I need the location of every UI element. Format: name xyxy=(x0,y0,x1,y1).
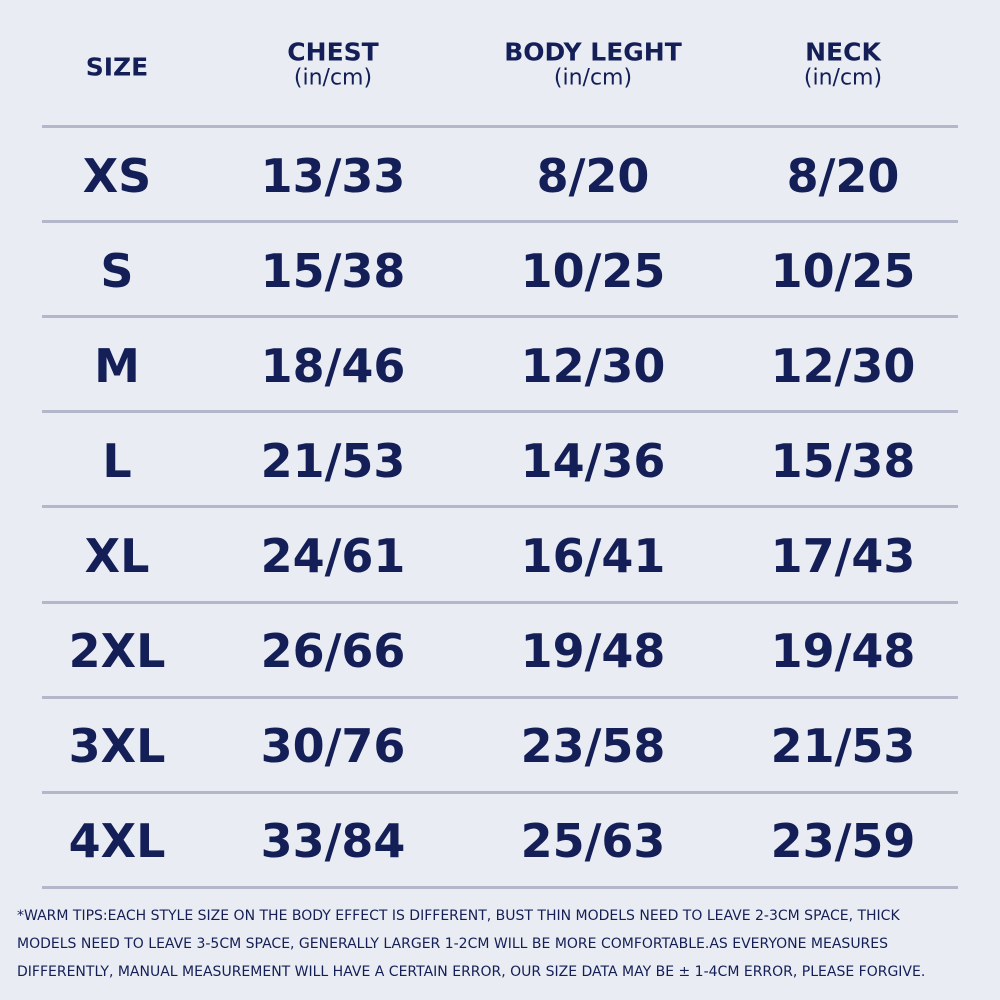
row-divider xyxy=(42,315,958,319)
column-title: SIZE xyxy=(85,52,149,82)
measurement: 21/53 xyxy=(260,433,406,488)
row-divider xyxy=(42,885,958,889)
measurement: 30/76 xyxy=(260,719,406,774)
size-label: XL xyxy=(84,528,150,583)
size-label: 4XL xyxy=(68,814,166,869)
measurement: 21/53 xyxy=(770,719,916,774)
column-unit: (in/cm) xyxy=(293,65,373,91)
measurement: 14/36 xyxy=(520,433,666,488)
measurement: 23/58 xyxy=(520,719,666,774)
measurement: 12/30 xyxy=(520,338,666,393)
measurement: 26/66 xyxy=(260,624,406,679)
size-label: L xyxy=(102,433,132,488)
column-unit: (in/cm) xyxy=(803,65,883,91)
measurement: 24/61 xyxy=(260,528,406,583)
column-title: BODY LEGHT xyxy=(504,37,682,67)
measurement: 25/63 xyxy=(520,814,666,869)
column-unit: (in/cm) xyxy=(553,65,633,91)
measurement: 15/38 xyxy=(770,433,916,488)
measurement: 13/33 xyxy=(260,148,406,203)
measurement: 8/20 xyxy=(536,148,650,203)
warm-tip: DIFFERENTLY, MANUAL MEASUREMENT WILL HAV… xyxy=(17,964,926,980)
size-label: 3XL xyxy=(68,719,166,774)
column-title: NECK xyxy=(805,37,881,67)
warm-tip: MODELS NEED TO LEAVE 3-5CM SPACE, GENERA… xyxy=(17,936,889,952)
warm-tip: *WARM TIPS:EACH STYLE SIZE ON THE BODY E… xyxy=(17,908,900,924)
size-label: XS xyxy=(82,148,152,203)
row-divider xyxy=(42,505,958,509)
measurement: 8/20 xyxy=(786,148,900,203)
measurement: 16/41 xyxy=(520,528,666,583)
measurement: 33/84 xyxy=(260,814,406,869)
column-title: CHEST xyxy=(287,37,379,67)
measurement: 10/25 xyxy=(520,243,666,298)
measurement: 17/43 xyxy=(770,528,916,583)
measurement: 19/48 xyxy=(520,624,666,679)
size-label: S xyxy=(100,243,134,298)
measurement: 15/38 xyxy=(260,243,406,298)
measurement: 18/46 xyxy=(260,338,406,393)
size-label: 2XL xyxy=(68,624,166,679)
row-divider xyxy=(42,790,958,794)
row-divider xyxy=(42,220,958,224)
measurement: 19/48 xyxy=(770,624,916,679)
row-divider xyxy=(42,695,958,699)
measurement: 10/25 xyxy=(770,243,916,298)
row-divider xyxy=(42,600,958,604)
row-divider xyxy=(42,125,958,128)
size-label: M xyxy=(94,338,140,393)
row-divider xyxy=(42,410,958,414)
measurement: 23/59 xyxy=(770,814,916,869)
measurement: 12/30 xyxy=(770,338,916,393)
